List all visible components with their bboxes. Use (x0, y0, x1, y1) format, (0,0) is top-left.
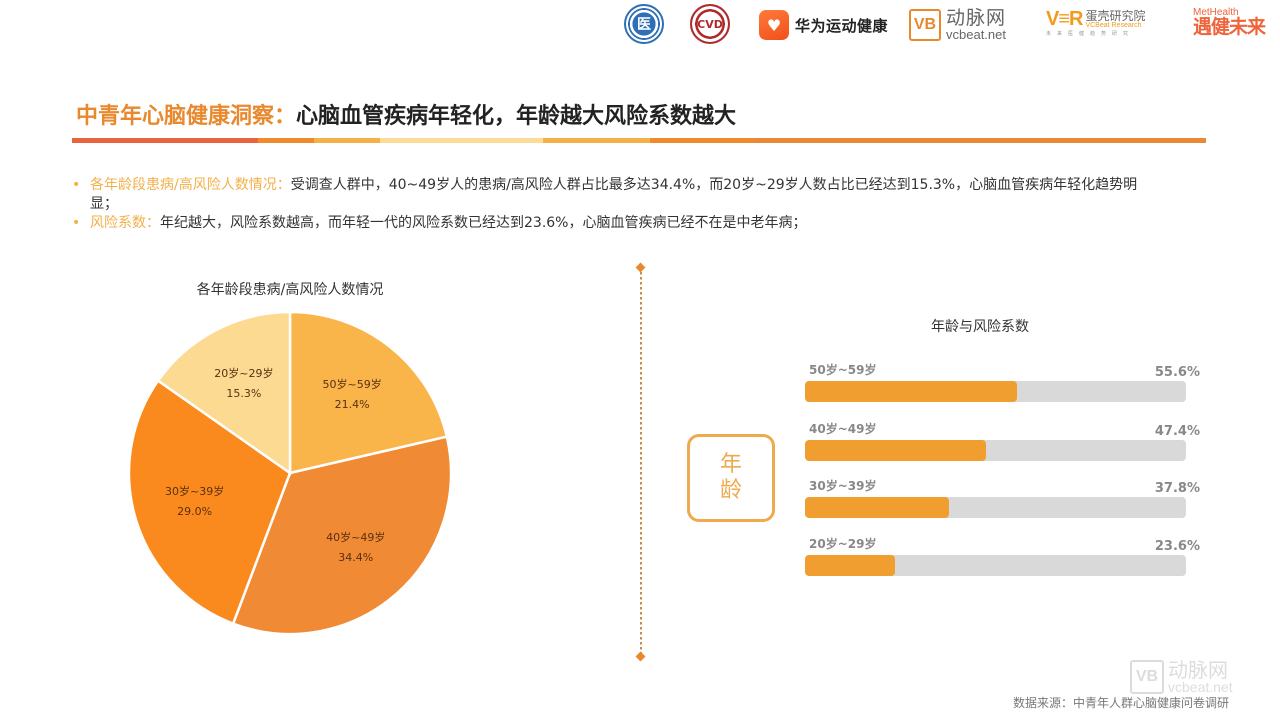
vb-mark-icon: VB (909, 9, 941, 41)
bar-value: 23.6% (1154, 539, 1200, 554)
pie-chart (127, 310, 453, 636)
bar-value: 55.6% (1154, 365, 1200, 380)
divider-segment (754, 138, 1206, 143)
title-main: 心脑血管疾病年轻化，年龄越大风险系数越大 (296, 104, 737, 129)
pie-slice (156, 310, 292, 476)
bar-category: 30岁~39岁 (809, 479, 877, 493)
watermark-cn: 动脉网 (1168, 658, 1228, 682)
seal-glyph: CVD (697, 17, 723, 31)
divider-segment (314, 138, 380, 143)
age-axis-label: 年 龄 (687, 434, 775, 522)
bar-value: 47.4% (1154, 424, 1200, 439)
data-source: 数据来源：中青年人群心脑健康问卷调研 (1013, 696, 1230, 710)
vb-mark-icon: VB (1130, 660, 1164, 694)
slice-category: 30岁~39岁 (165, 485, 225, 499)
huawei-health-text: 华为运动健康 (795, 16, 889, 35)
pie-chart-title: 各年龄段患病/高风险人数情况 (196, 282, 384, 298)
slice-value: 15.3% (226, 387, 262, 401)
dotted-line (640, 267, 642, 657)
pie-slice (231, 435, 453, 636)
bar-fill (805, 381, 1017, 402)
bar-fill (805, 497, 950, 518)
bullet-text: 年纪越大，风险系数越高，而年轻一代的风险系数已经达到23.6%，心脑血管疾病已经… (160, 215, 807, 231)
partner-logos: 医 CVD ♥ 华为运动健康 VB 动脉网 vcbeat.net V≡R 蛋壳研… (0, 0, 1280, 50)
bar-category: 40岁~49岁 (809, 422, 877, 436)
bar-category: 20岁~29岁 (809, 537, 877, 551)
divider-segment (72, 138, 258, 143)
watermark-en: vcbeat.net (1168, 679, 1233, 695)
vcbeat-en: vcbeat.net (946, 27, 1006, 42)
slice-value: 21.4% (334, 397, 370, 411)
summary-bullets: 各年龄段患病/高风险人数情况：受调查人群中，40~49岁人的患病/高风险人群占比… (72, 176, 1152, 233)
bar-track (805, 497, 1186, 518)
methealth-logo: MetHealth 遇健未来 (1193, 7, 1266, 38)
title-accent: 中青年心脑健康洞察： (76, 104, 297, 129)
vcbeat-logo: VB 动脉网 vcbeat.net (909, 9, 1006, 41)
vbr-sub: 未来医健趋势研究 (1046, 31, 1135, 37)
divider-segment (258, 138, 314, 143)
divider-segment (380, 138, 543, 143)
seal-glyph: 医 (637, 17, 651, 33)
pie-slice-label: 30岁~39岁 29.0% (165, 482, 224, 522)
slice-category: 40岁~49岁 (326, 531, 386, 545)
bar-value: 37.8% (1154, 481, 1200, 496)
cvd-seal-logo: CVD (690, 4, 730, 44)
slice-value: 29.0% (177, 505, 213, 519)
diamond-icon (635, 651, 646, 662)
pie-slice (288, 310, 449, 475)
age-char-2: 龄 (719, 478, 742, 503)
bullet-item: 风险系数：年纪越大，风险系数越高，而年轻一代的风险系数已经达到23.6%，心脑血… (72, 214, 1152, 233)
page-title: 中青年心脑健康洞察：心脑血管疾病年轻化，年龄越大风险系数越大 (76, 98, 736, 130)
pie-slice-label: 20岁~29岁 15.3% (214, 364, 273, 404)
slice-category: 20岁~29岁 (214, 367, 274, 381)
vcbeat-watermark: VB 动脉网 vcbeat.net (1130, 660, 1233, 694)
vbr-mark-icon: V≡R (1046, 8, 1083, 30)
pie-slice-label: 40岁~49岁 34.4% (326, 528, 385, 568)
slice-category: 50岁~59岁 (322, 377, 382, 391)
heart-icon: ♥ (759, 10, 789, 40)
bullet-text: 受调查人群中，40~49岁人的患病/高风险人群占比最多达34.4%，而20岁~2… (90, 177, 1138, 212)
bullet-key: 风险系数： (90, 215, 160, 231)
vcbeat-cn: 动脉网 (946, 7, 1007, 29)
bar-track (805, 381, 1186, 402)
pie-slice (127, 378, 292, 626)
vcbeat-research-logo: V≡R 蛋壳研究院 VCBeat Research 未来医健趋势研究 (1046, 9, 1145, 37)
bar-track (805, 555, 1186, 576)
bar-fill (805, 440, 986, 461)
bar-track (805, 440, 1186, 461)
bar-chart-title: 年龄与风险系数 (931, 319, 1029, 335)
bullet-key: 各年龄段患病/高风险人数情况： (90, 177, 291, 193)
bar-fill (805, 555, 895, 576)
bullet-item: 各年龄段患病/高风险人数情况：受调查人群中，40~49岁人的患病/高风险人群占比… (72, 176, 1152, 214)
methealth-en: MetHealth (1193, 7, 1239, 18)
diamond-icon (635, 262, 646, 273)
vertical-divider (635, 262, 646, 662)
huawei-health-logo: ♥ 华为运动健康 (759, 10, 888, 40)
vbr-en: VCBeat Research (1085, 21, 1142, 29)
pie-slice-label: 50岁~59岁 21.4% (323, 375, 382, 415)
slice-value: 34.4% (338, 551, 374, 565)
vbr-cn: 蛋壳研究院 (1085, 8, 1146, 23)
divider-segment (650, 138, 754, 143)
age-char-1: 年 (719, 452, 742, 477)
methealth-cn: 遇健未来 (1193, 16, 1266, 38)
medical-association-seal-logo: 医 (624, 4, 664, 44)
title-divider (72, 138, 1206, 143)
divider-segment (543, 138, 650, 143)
bar-category: 50岁~59岁 (809, 363, 877, 377)
